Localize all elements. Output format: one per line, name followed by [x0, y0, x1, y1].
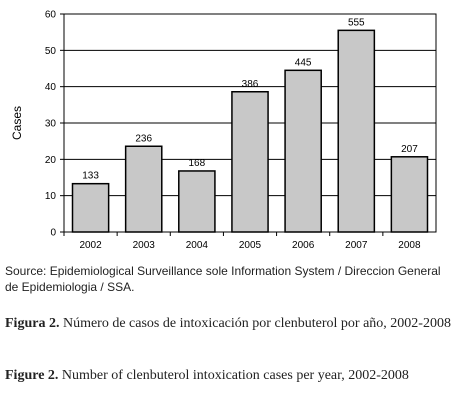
x-tick-label-2003: 2003 — [133, 240, 156, 251]
data-label-2004: 168 — [189, 158, 206, 169]
data-label-2006: 445 — [295, 57, 312, 68]
bar-2007 — [337, 29, 376, 233]
figure-caption-en: Figure 2. Number of clenbuterol intoxica… — [5, 367, 457, 384]
bar-2008 — [390, 156, 429, 233]
x-tick-label-2002: 2002 — [79, 240, 102, 251]
y-tick-label: 10 — [45, 191, 57, 202]
bar-2002 — [71, 182, 110, 233]
bars: 133 236 168 386 445 555 207 — [71, 17, 429, 233]
figure-caption-es: Figura 2. Número de casos de intoxicació… — [5, 315, 457, 332]
x-tick-label-2006: 2006 — [292, 240, 315, 251]
x-tick-label-2008: 2008 — [398, 240, 421, 251]
data-label-2002: 133 — [82, 171, 99, 182]
x-tick-label-2004: 2004 — [186, 240, 209, 251]
caption-es-label: Figura 2. — [5, 316, 60, 331]
caption-en-label: Figure 2. — [5, 368, 59, 383]
y-tick-label: 40 — [45, 82, 57, 93]
data-label-2005: 386 — [242, 79, 259, 90]
data-label-2003: 236 — [135, 133, 152, 144]
bar-2004 — [178, 170, 216, 233]
source-note: Source: Epidemiological Surveillance sol… — [5, 264, 441, 294]
bar-2003 — [124, 145, 163, 233]
y-tick-label: 30 — [45, 119, 57, 130]
bar-chart: 0 10 20 30 40 50 60 133 236 168 386 445 555 207 2002… — [10, 10, 437, 251]
bar-2006 — [284, 69, 322, 233]
bar-2005 — [231, 91, 269, 233]
data-label-2008: 207 — [401, 144, 418, 155]
caption-es-text: Número de casos de intoxicación por clen… — [62, 316, 451, 331]
caption-en-text: Number of clenbuterol intoxication cases… — [61, 368, 409, 383]
data-label-2007: 555 — [348, 17, 365, 28]
y-tick-label: 0 — [50, 228, 56, 239]
x-tick-label-2007: 2007 — [345, 240, 368, 251]
y-tick-label: 50 — [45, 46, 57, 57]
y-tick-label: 60 — [45, 10, 57, 21]
x-axis: 2002 2003 2004 2005 2006 2007 2008 — [63, 232, 421, 251]
y-axis: 0 10 20 30 40 50 60 — [45, 10, 64, 239]
y-axis-label: Cases — [10, 106, 24, 140]
y-tick-label: 20 — [45, 155, 57, 166]
x-tick-label-2005: 2005 — [239, 240, 262, 251]
